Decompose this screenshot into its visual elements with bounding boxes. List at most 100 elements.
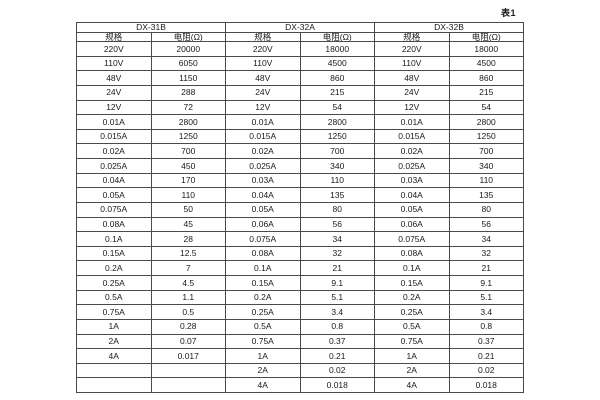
resistance-cell: 860 [299, 70, 375, 86]
resistance-cell: 110 [299, 172, 375, 189]
resistance-cell: 0.017 [150, 348, 226, 364]
resistance-cell: 0.8 [448, 318, 524, 335]
resistance-cell: 21 [448, 260, 524, 276]
spec-cell: 0.025A [374, 158, 450, 174]
spec-cell: 0.01A [225, 114, 301, 130]
spec-cell: 0.075A [225, 231, 301, 247]
spec-cell: 0.2A [225, 289, 301, 306]
spec-cell: 0.15A [374, 275, 450, 291]
resistance-cell: 5.1 [448, 289, 524, 306]
resistance-cell: 0.21 [448, 348, 524, 364]
spec-cell: 0.2A [76, 260, 152, 276]
table-row: 220V 20000 220V 18000 220V 18000 [76, 41, 524, 57]
resistance-cell: 32 [448, 245, 524, 262]
resistance-cell: 34 [299, 231, 375, 247]
spec-cell: 0.5A [374, 318, 450, 335]
resistance-cell: 0.018 [299, 377, 375, 393]
table-head: DX-31B DX-32A DX-32B 规格 电阻(Ω) 规格 电阻(Ω) 规格 电阻(Ω) [76, 22, 524, 42]
table-row: 1A 0.28 0.5A 0.8 0.5A 0.8 [76, 318, 524, 335]
spec-cell: 48V [76, 70, 152, 86]
spec-cell: 0.025A [225, 158, 301, 174]
spec-cell [76, 362, 152, 379]
spec-cell: 0.08A [76, 216, 152, 233]
spec-cell: 0.06A [225, 216, 301, 233]
col-header-spec: 规格 [225, 31, 301, 42]
resistance-cell: 6050 [150, 55, 226, 72]
col-header-spec: 规格 [374, 31, 450, 42]
spec-cell: 24V [374, 84, 450, 101]
table-row: 0.08A 45 0.06A 56 0.06A 56 [76, 216, 524, 233]
resistance-cell: 2800 [448, 114, 524, 130]
spec-cell: 1A [76, 318, 152, 335]
resistance-cell: 7 [150, 260, 226, 276]
resistance-cell: 21 [299, 260, 375, 276]
spec-cell: 4A [225, 377, 301, 393]
resistance-cell: 28 [150, 231, 226, 247]
spec-cell: 0.025A [76, 158, 152, 174]
resistance-cell: 56 [299, 216, 375, 233]
resistance-cell: 0.28 [150, 318, 226, 335]
spec-cell: 48V [374, 70, 450, 86]
spec-cell: 110V [76, 55, 152, 72]
table-row: 0.02A 700 0.02A 700 0.02A 700 [76, 143, 524, 159]
spec-cell: 0.02A [225, 143, 301, 159]
resistance-cell: 80 [448, 201, 524, 218]
spec-cell: 0.15A [76, 245, 152, 262]
spec-cell: 0.04A [225, 187, 301, 203]
resistance-cell: 110 [448, 172, 524, 189]
resistance-cell: 170 [150, 172, 226, 189]
table-row: 0.25A 4.5 0.15A 9.1 0.15A 9.1 [76, 275, 524, 291]
resistance-cell: 135 [299, 187, 375, 203]
resistance-cell: 3.4 [448, 304, 524, 320]
spec-cell: 0.015A [225, 128, 301, 145]
resistance-cell: 1150 [150, 70, 226, 86]
resistance-cell: 45 [150, 216, 226, 233]
spec-cell: 0.25A [374, 304, 450, 320]
spec-cell: 0.05A [374, 201, 450, 218]
spec-cell: 4A [374, 377, 450, 393]
spec-cell: 0.01A [374, 114, 450, 130]
group-title-dx-32b: DX-32B [374, 22, 524, 33]
resistance-cell: 700 [299, 143, 375, 159]
resistance-cell: 340 [448, 158, 524, 174]
spec-cell: 220V [225, 41, 301, 57]
spec-cell: 0.75A [76, 304, 152, 320]
spec-cell: 110V [225, 55, 301, 72]
resistance-cell: 135 [448, 187, 524, 203]
spec-cell: 2A [225, 362, 301, 379]
spec-cell: 2A [76, 333, 152, 350]
spec-cell: 220V [76, 41, 152, 57]
table-row: 4A 0.017 1A 0.21 1A 0.21 [76, 348, 524, 364]
resistance-cell: 700 [448, 143, 524, 159]
resistance-cell: 0.21 [299, 348, 375, 364]
resistance-cell: 215 [448, 84, 524, 101]
table-row: 110V 6050 110V 4500 110V 4500 [76, 55, 524, 72]
resistance-spec-table: DX-31B DX-32A DX-32B 规格 电阻(Ω) 规格 电阻(Ω) 规格 电阻(Ω) … [76, 22, 524, 393]
spec-cell: 12V [374, 99, 450, 116]
resistance-cell: 0.018 [448, 377, 524, 393]
resistance-cell: 700 [150, 143, 226, 159]
spec-cell: 12V [225, 99, 301, 116]
spec-cell: 0.075A [374, 231, 450, 247]
resistance-cell: 20000 [150, 41, 226, 57]
spec-cell: 0.75A [225, 333, 301, 350]
resistance-cell: 1250 [150, 128, 226, 145]
table-row: 48V 1150 48V 860 48V 860 [76, 70, 524, 86]
spec-cell: 0.15A [225, 275, 301, 291]
table-row: 0.2A 7 0.1A 21 0.1A 21 [76, 260, 524, 276]
spec-cell: 48V [225, 70, 301, 86]
table-row: 0.05A 110 0.04A 135 0.04A 135 [76, 187, 524, 203]
table-row: 12V 72 12V 54 12V 54 [76, 99, 524, 116]
spec-cell: 0.015A [374, 128, 450, 145]
resistance-cell: 2800 [299, 114, 375, 130]
spec-cell: 0.05A [225, 201, 301, 218]
resistance-cell: 0.07 [150, 333, 226, 350]
spec-cell: 24V [76, 84, 152, 101]
spec-cell: 0.015A [76, 128, 152, 145]
spec-cell: 0.1A [374, 260, 450, 276]
table-row: 0.5A 1.1 0.2A 5.1 0.2A 5.1 [76, 289, 524, 306]
table-row: 0.075A 50 0.05A 80 0.05A 80 [76, 201, 524, 218]
spec-cell: 0.04A [374, 187, 450, 203]
spec-cell: 0.1A [76, 231, 152, 247]
